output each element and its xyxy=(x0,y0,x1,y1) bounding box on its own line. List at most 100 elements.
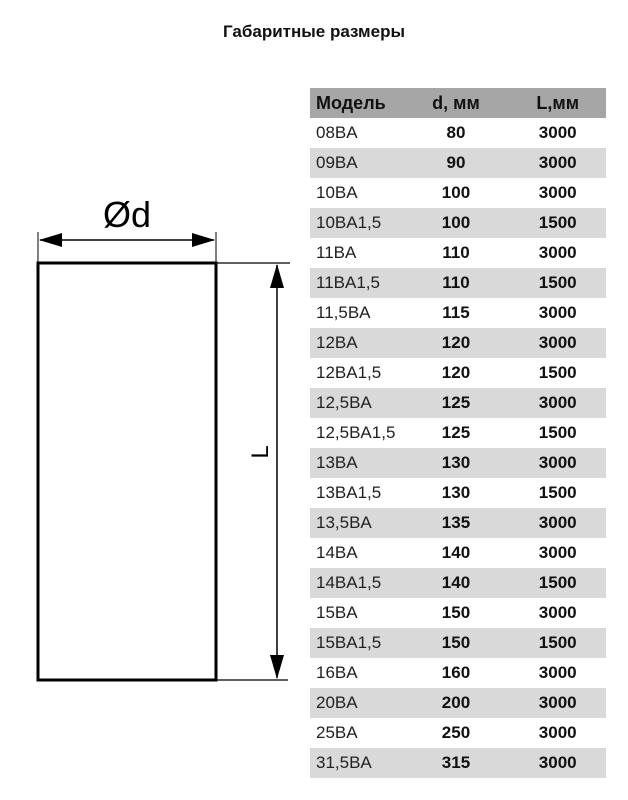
diameter-cell: 110 xyxy=(442,243,470,262)
model-cell: 12,5BA1,5 xyxy=(316,423,396,442)
length-cell: 1500 xyxy=(538,423,577,442)
header-length: L,мм xyxy=(536,92,580,113)
model-cell: 11BA xyxy=(316,243,357,262)
table-row: 13,5BA 135 3000 xyxy=(310,508,606,538)
length-label: L xyxy=(247,445,274,458)
diameter-cell: 110 xyxy=(442,273,470,292)
table-row: 16BA 160 3000 xyxy=(310,658,606,688)
diameter-cell: 160 xyxy=(441,663,471,682)
table-row: 12,5BA1,5 125 1500 xyxy=(310,418,606,448)
model-cell: 20BA xyxy=(316,693,358,712)
diameter-cell: 80 xyxy=(446,123,466,142)
model-cell: 15BA xyxy=(316,603,358,622)
length-cell: 3000 xyxy=(538,693,577,712)
table-row: 15BA 150 3000 xyxy=(310,598,606,628)
diameter-cell: 150 xyxy=(441,603,471,622)
diameter-cell: 125 xyxy=(441,393,471,412)
diameter-cell: 90 xyxy=(446,153,466,172)
model-cell: 16BA xyxy=(316,663,358,682)
model-cell: 10BA1,5 xyxy=(316,213,382,232)
table-row: 14BA1,5 140 1500 xyxy=(310,568,606,598)
diameter-cell: 120 xyxy=(441,333,471,352)
length-cell: 3000 xyxy=(538,243,577,262)
model-cell: 11,5BA xyxy=(316,303,371,322)
diameter-cell: 115 xyxy=(442,303,470,322)
length-cell: 3000 xyxy=(538,753,577,772)
length-cell: 3000 xyxy=(538,393,577,412)
model-cell: 14BA xyxy=(316,543,358,562)
length-cell: 1500 xyxy=(538,273,577,292)
table-row: 14BA 140 3000 xyxy=(310,538,606,568)
model-cell: 13,5BA xyxy=(316,513,372,532)
diameter-cell: 250 xyxy=(441,723,471,742)
model-cell: 12BA xyxy=(316,333,358,352)
length-cell: 3000 xyxy=(538,513,577,532)
table-row: 20BA 200 3000 xyxy=(310,688,606,718)
table-row: 10BA1,5 100 1500 xyxy=(310,208,606,238)
length-cell: 3000 xyxy=(538,153,577,172)
table-row: 11,5BA 115 3000 xyxy=(310,298,606,328)
length-cell: 1500 xyxy=(538,483,577,502)
length-cell: 1500 xyxy=(538,363,577,382)
length-cell: 3000 xyxy=(538,723,577,742)
header-model: Модель xyxy=(316,92,386,113)
table-row: 09BA 90 3000 xyxy=(310,148,606,178)
arrow-left-icon xyxy=(39,233,62,247)
duct-outline xyxy=(36,261,218,682)
dimensions-table: Модель d, мм L,мм 08BA 80 3000 09BA 90 3000 10… xyxy=(310,88,606,778)
length-cell: 1500 xyxy=(538,633,577,652)
model-cell: 25BA xyxy=(316,723,358,742)
model-cell: 12BA1,5 xyxy=(316,363,382,382)
length-cell: 3000 xyxy=(538,303,577,322)
length-cell: 3000 xyxy=(538,453,577,472)
diameter-label: Ød xyxy=(103,194,151,235)
table-row: 12,5BA 125 3000 xyxy=(310,388,606,418)
table-row: 13BA1,5 130 1500 xyxy=(310,478,606,508)
arrow-down-icon xyxy=(270,655,284,679)
model-cell: 31,5BA xyxy=(316,753,372,772)
diameter-cell: 100 xyxy=(441,213,471,232)
diameter-cell: 200 xyxy=(441,693,471,712)
diameter-cell: 140 xyxy=(441,573,471,592)
length-cell: 3000 xyxy=(538,123,577,142)
model-cell: 11BA1,5 xyxy=(316,273,380,292)
diameter-cell: 135 xyxy=(441,513,471,532)
diameter-cell: 125 xyxy=(441,423,471,442)
length-cell: 3000 xyxy=(538,603,577,622)
table-row: 10BA 100 3000 xyxy=(310,178,606,208)
table-header: Модель d, мм L,мм xyxy=(310,88,606,118)
model-cell: 13BA1,5 xyxy=(316,483,382,502)
length-cell: 3000 xyxy=(538,543,577,562)
table-row: 15BA1,5 150 1500 xyxy=(310,628,606,658)
model-cell: 08BA xyxy=(316,123,358,142)
table-row: 08BA 80 3000 xyxy=(310,118,606,148)
diameter-cell: 100 xyxy=(441,183,471,202)
diameter-cell: 150 xyxy=(441,633,471,652)
diameter-cell: 140 xyxy=(441,543,471,562)
length-cell: 3000 xyxy=(538,333,577,352)
model-cell: 15BA1,5 xyxy=(316,633,382,652)
model-cell: 09BA xyxy=(316,153,358,172)
length-cell: 3000 xyxy=(538,663,577,682)
arrow-up-icon xyxy=(270,264,284,288)
model-cell: 12,5BA xyxy=(316,393,372,412)
model-cell: 10BA xyxy=(316,183,358,202)
diameter-cell: 120 xyxy=(441,363,471,382)
table-row: 11BA1,5 110 1500 xyxy=(310,268,606,298)
diameter-cell: 130 xyxy=(441,483,471,502)
diameter-cell: 315 xyxy=(441,753,471,772)
table-row: 12BA 120 3000 xyxy=(310,328,606,358)
length-cell: 1500 xyxy=(538,573,577,592)
table-row: 11BA 110 3000 xyxy=(310,238,606,268)
length-cell: 1500 xyxy=(538,213,577,232)
table-row: 31,5BA 315 3000 xyxy=(310,748,606,778)
table-row: 13BA 130 3000 xyxy=(310,448,606,478)
model-cell: 14BA1,5 xyxy=(316,573,382,592)
table-row: 25BA 250 3000 xyxy=(310,718,606,748)
arrow-right-icon xyxy=(192,233,215,247)
table-row: 12BA1,5 120 1500 xyxy=(310,358,606,388)
diameter-cell: 130 xyxy=(441,453,471,472)
length-cell: 3000 xyxy=(538,183,577,202)
header-diameter: d, мм xyxy=(432,92,480,113)
